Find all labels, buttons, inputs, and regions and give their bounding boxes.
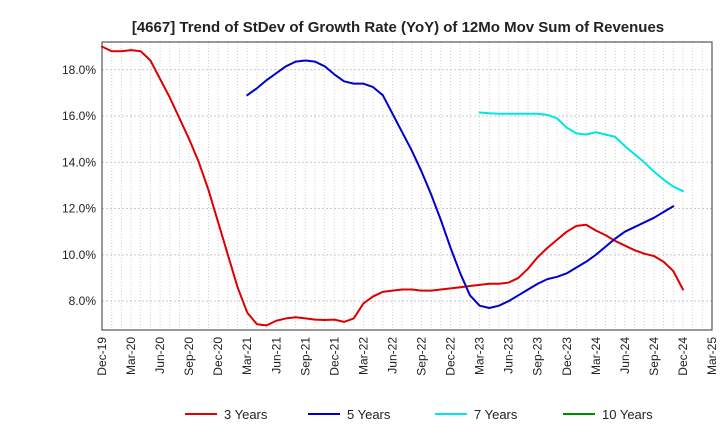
x-tick-label: Dec-23 [560, 337, 574, 376]
series-line-7-years [478, 111, 684, 193]
x-tick-label: Sep-20 [182, 337, 196, 376]
x-tick-label: Mar-23 [473, 337, 487, 375]
vertical-gridlines [101, 42, 713, 330]
legend-label-5-years: 5 Years [347, 407, 391, 422]
x-tick-label: Mar-21 [240, 337, 254, 375]
y-tick-label: 8.0% [69, 294, 97, 308]
chart-title: [4667] Trend of StDev of Growth Rate (Yo… [132, 19, 664, 36]
y-axis-ticks: 8.0% 10.0% 12.0% 14.0% 16.0% 18.0% [62, 63, 96, 308]
series-line-5-years [246, 59, 675, 310]
x-tick-label: Sep-24 [647, 337, 661, 376]
x-tick-label: Jun-21 [269, 337, 283, 374]
y-tick-label: 10.0% [62, 248, 96, 262]
y-tick-label: 18.0% [62, 63, 96, 77]
y-tick-label: 16.0% [62, 109, 96, 123]
y-tick-label: 14.0% [62, 155, 96, 169]
legend-label-3-years: 3 Years [224, 407, 268, 422]
x-tick-label: Mar-24 [589, 337, 603, 375]
series-line-3-years [101, 45, 684, 327]
x-tick-label: Mar-25 [705, 337, 719, 375]
series-layer [101, 45, 684, 327]
plot-area [102, 42, 712, 330]
x-tick-label: Dec-20 [211, 337, 225, 376]
x-tick-label: Jun-24 [618, 337, 632, 374]
x-tick-label: Jun-23 [502, 337, 516, 374]
x-tick-label: Dec-19 [95, 337, 109, 376]
x-tick-label: Dec-21 [327, 337, 341, 376]
legend-label-10-years: 10 Years [602, 407, 653, 422]
x-tick-label: Dec-22 [444, 337, 458, 376]
x-tick-label: Sep-21 [298, 337, 312, 376]
x-tick-label: Jun-20 [153, 337, 167, 374]
x-tick-label: Dec-24 [676, 337, 690, 376]
x-tick-label: Mar-20 [124, 337, 138, 375]
x-axis-ticks: Dec-19 Mar-20 Jun-20 Sep-20 Dec-20 Mar-21 Jun-… [95, 337, 719, 376]
x-tick-label: Jun-22 [385, 337, 399, 374]
legend: 3 Years 5 Years 7 Years 10 Years [185, 407, 653, 422]
x-tick-label: Sep-22 [415, 337, 429, 376]
y-tick-label: 12.0% [62, 202, 96, 216]
horizontal-gridlines [102, 69, 712, 302]
legend-label-7-years: 7 Years [474, 407, 518, 422]
x-tick-label: Mar-22 [356, 337, 370, 375]
plot-frame [101, 41, 713, 331]
x-tick-label: Sep-23 [531, 337, 545, 376]
